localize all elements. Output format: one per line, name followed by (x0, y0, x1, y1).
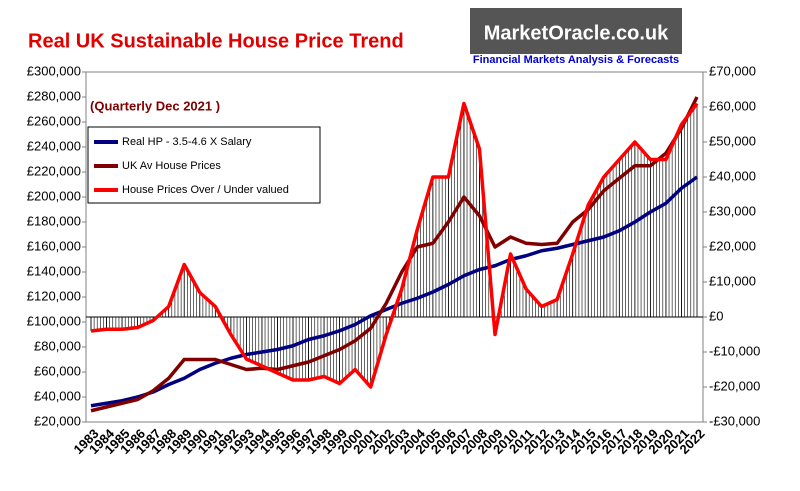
chart-title: Real UK Sustainable House Price Trend (28, 30, 404, 52)
y-tick-label: £20,000 (34, 413, 81, 428)
annotation: (Quarterly Dec 2021 ) (90, 98, 220, 113)
y-tick-label: £180,000 (27, 213, 81, 228)
y-tick-label: £40,000 (34, 388, 81, 403)
series-line (90, 101, 699, 389)
logo-tagline: Financial Markets Analysis & Forecasts (473, 54, 679, 66)
legend (87, 126, 321, 204)
logo-box (470, 8, 682, 54)
y-tick-label: £60,000 (34, 363, 81, 378)
y2-tick-label: £0 (709, 308, 723, 323)
y2-tick-label: -£10,000 (709, 343, 760, 358)
legend-label: Real HP - 3.5-4.6 X Salary (122, 136, 252, 148)
y2-tick-label: £40,000 (709, 168, 756, 183)
y2-tick-label: £10,000 (709, 273, 756, 288)
y-tick-label: £160,000 (27, 238, 81, 253)
y-tick-label: £200,000 (27, 188, 81, 203)
y2-tick-label: £50,000 (709, 133, 756, 148)
y-tick-label: £240,000 (27, 138, 81, 153)
y2-tick-label: £30,000 (709, 203, 756, 218)
series-line (90, 96, 699, 413)
y-tick-label: £300,000 (27, 63, 81, 78)
y-tick-label: £120,000 (27, 288, 81, 303)
y2-tick-label: £70,000 (709, 63, 756, 78)
y2-tick-label: -£30,000 (709, 413, 760, 428)
y-tick-label: £280,000 (27, 88, 81, 103)
y2-tick-label: -£20,000 (709, 378, 760, 393)
y-tick-label: £220,000 (27, 163, 81, 178)
y-tick-label: £80,000 (34, 338, 81, 353)
y-tick-label: £100,000 (27, 313, 81, 328)
y2-tick-label: £60,000 (709, 98, 756, 113)
legend-label: House Prices Over / Under valued (122, 184, 289, 196)
y-tick-label: £140,000 (27, 263, 81, 278)
legend-label: UK Av House Prices (122, 160, 221, 172)
y2-tick-label: £20,000 (709, 238, 756, 253)
y-tick-label: £260,000 (27, 113, 81, 128)
logo: MarketOracle.co.uk (484, 22, 669, 44)
